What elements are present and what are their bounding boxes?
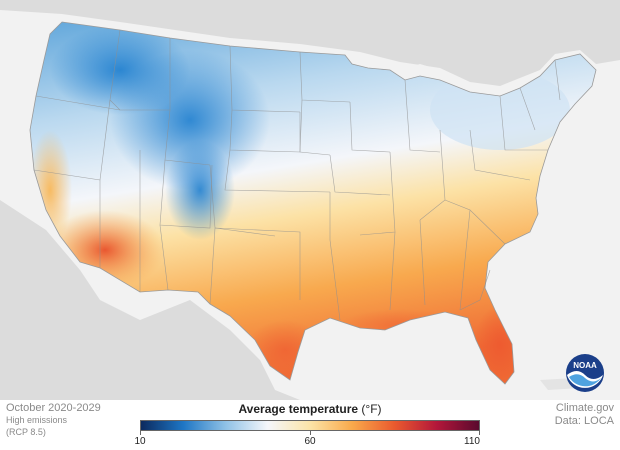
canada-land (0, 0, 620, 86)
scenario-rcp-label: (RCP 8.5) (6, 427, 46, 437)
legend-title-text: Average temperature (238, 402, 359, 416)
legend-tick-mid: 60 (304, 436, 316, 447)
map-svg (0, 0, 620, 400)
credit-site: Climate.gov (555, 402, 614, 414)
legend-tick-mark-max (479, 431, 480, 435)
map-caption: October 2020-2029 High emissions (RCP 8.… (6, 402, 101, 438)
legend-unit: (°F) (361, 402, 382, 416)
legend-tick-min: 10 (134, 436, 146, 447)
state-borders (33, 29, 561, 321)
noaa-logo: NOAA (566, 354, 604, 392)
credit-data: Data: LOCA (554, 415, 614, 427)
legend-tick-mark-mid (310, 431, 311, 435)
legend-tick-max: 110 (464, 436, 480, 447)
legend-title: Average temperature (°F) (140, 402, 480, 416)
scenario-label: High emissions (6, 415, 68, 425)
map-credits: Climate.gov Data: LOCA (555, 402, 614, 428)
legend-color-bar (140, 420, 480, 431)
noaa-logo-text: NOAA (573, 361, 597, 370)
lake-superior (400, 64, 440, 78)
us-outline (29, 21, 597, 385)
baja-peninsula (86, 280, 124, 370)
period-label: October 2020-2029 (6, 402, 101, 414)
temperature-map (0, 0, 620, 400)
legend-tick-mark-min (140, 431, 141, 435)
mexico-land (0, 200, 300, 400)
